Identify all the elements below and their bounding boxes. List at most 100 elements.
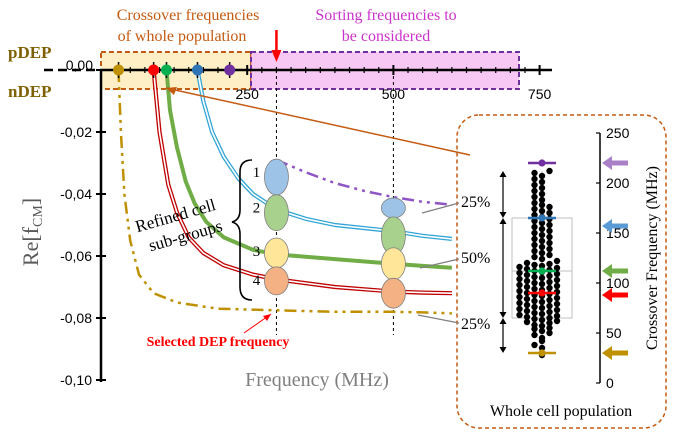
inset-point xyxy=(516,293,523,301)
pct-bot-label: 25% xyxy=(461,316,490,333)
inset-arrow-head-3 xyxy=(602,219,612,233)
inset-point xyxy=(531,253,538,261)
crossover-dot-2 xyxy=(160,64,172,76)
inset-point xyxy=(546,284,553,292)
inset-point xyxy=(531,223,538,231)
inset-point xyxy=(538,201,546,209)
inset-point xyxy=(553,276,561,284)
y-tick-label-5: -0,10 xyxy=(60,372,92,388)
selected-dep-label: Selected DEP frequency xyxy=(147,335,290,350)
inset-point xyxy=(531,169,538,177)
inset-point xyxy=(531,211,538,219)
series-line-1-inner xyxy=(152,69,452,294)
subgroup-ellipse-2 xyxy=(264,194,289,232)
x-tick-label-1: 500 xyxy=(382,86,406,102)
inset-point xyxy=(546,302,553,310)
inset-point xyxy=(538,249,546,257)
selected-arrow-head xyxy=(271,50,282,62)
series-line-4 xyxy=(275,158,453,207)
y-tick-label-3: -0,06 xyxy=(60,248,92,264)
inset-title: Whole cell population xyxy=(490,403,632,420)
inset-point xyxy=(546,272,553,280)
sorting-ellipse-3 xyxy=(380,247,406,281)
y-ticks: 0,00 -0,02 -0,04 -0,06 -0,08 -0,10 xyxy=(60,57,106,388)
inset-point xyxy=(546,278,553,286)
sorting-ellipse-1 xyxy=(380,197,406,219)
subgroup-label-3: 3 xyxy=(253,244,261,260)
inset-point xyxy=(531,341,538,349)
inset-point xyxy=(553,317,561,325)
inset-point xyxy=(531,241,538,249)
inset-point xyxy=(538,207,546,215)
inset-y-tick-label-5: 250 xyxy=(606,125,630,141)
inset-arrow-head-2 xyxy=(602,264,612,278)
y-axis-label: Re[fCM] xyxy=(18,198,46,266)
y-tick-label-1: -0,02 xyxy=(60,124,92,140)
inset-point xyxy=(531,187,538,195)
pct-mid-label: 50% xyxy=(461,250,490,267)
inset-point xyxy=(538,196,546,204)
inset-point xyxy=(553,257,561,265)
x-tick-label-0: 250 xyxy=(236,86,260,102)
inset-y-tick-label-0: 0 xyxy=(606,375,614,391)
inset-point xyxy=(531,229,538,237)
inset-point xyxy=(538,225,546,233)
inset-connector xyxy=(165,87,471,156)
subgroup-label-2: 2 xyxy=(253,201,261,217)
inset-point xyxy=(553,312,561,320)
crossover-dot-0 xyxy=(113,64,125,76)
inset-arrow-head-1 xyxy=(602,288,612,302)
ndep-label: nDEP xyxy=(8,82,51,101)
inset-point xyxy=(546,209,553,217)
inset-point xyxy=(531,247,538,255)
inset-point xyxy=(546,296,553,304)
inset-point xyxy=(523,307,531,315)
inset-point xyxy=(531,235,538,243)
inset-point xyxy=(523,277,531,285)
inset-point xyxy=(531,261,538,269)
y-axis-label-main: Re[f xyxy=(18,226,43,266)
pct-span-head-bot-1 xyxy=(499,312,507,318)
inset-point xyxy=(531,205,538,213)
inset-point xyxy=(538,219,546,227)
pct-top-label: 25% xyxy=(461,194,490,211)
inset-point xyxy=(516,305,523,313)
sorting-ellipse-4 xyxy=(380,277,406,309)
inset-point xyxy=(546,329,553,337)
inset-point xyxy=(538,304,546,312)
inset-point xyxy=(546,221,553,229)
pct-span-head-bot-0 xyxy=(499,212,507,218)
y-tick-label-0: 0,00 xyxy=(66,57,93,73)
inset-point xyxy=(531,303,538,311)
pct-span-head-top-0 xyxy=(499,171,507,177)
inset-point xyxy=(538,262,546,270)
pct-span-head-top-2 xyxy=(499,318,507,324)
pct-span-head-bot-2 xyxy=(499,347,507,353)
inset-point xyxy=(516,281,523,289)
subgroup-ellipse-3 xyxy=(264,237,289,269)
inset-y-tick-label-4: 200 xyxy=(606,175,630,191)
inset-point xyxy=(531,279,538,287)
subgroup-label-4: 4 xyxy=(253,273,261,289)
main-axes xyxy=(44,68,552,382)
series-line-0 xyxy=(117,69,452,315)
inset-point xyxy=(546,314,553,322)
selected-dep-pointer-head xyxy=(263,314,271,321)
crossover-dots xyxy=(113,62,236,78)
inset-point xyxy=(531,285,538,293)
inset-point xyxy=(546,239,553,247)
inset-point xyxy=(531,297,538,305)
inset-point xyxy=(523,283,531,291)
pct-pointer-1 xyxy=(419,258,460,269)
selected-frequency-arrow xyxy=(271,30,282,62)
inset-point xyxy=(538,184,546,192)
y-tick-label-2: -0,04 xyxy=(60,186,92,202)
inset-point xyxy=(546,251,553,259)
inset-point xyxy=(546,203,553,211)
inset-point xyxy=(531,217,538,225)
inset-point xyxy=(538,237,546,245)
inset-point xyxy=(523,295,531,303)
y-axis-label-close: ] xyxy=(18,198,43,205)
